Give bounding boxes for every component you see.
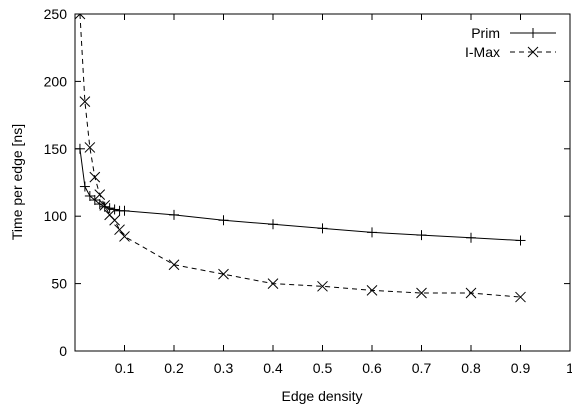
data-point-prim [109, 204, 120, 215]
data-point-i-max [515, 291, 526, 303]
data-point-i-max-d2 [94, 189, 106, 200]
legend-marker-prim [528, 28, 538, 38]
data-point-i-max-d2 [79, 96, 91, 107]
data-point-i-max-d2 [218, 268, 229, 280]
data-point-i-max-d2 [317, 280, 328, 292]
x-tick-label: 0.1 [115, 360, 135, 376]
data-point-prim [515, 235, 526, 246]
legend-marker-i-max-d2 [527, 46, 539, 58]
data-point-i-max-d2 [75, 14, 81, 20]
x-axis-label: Edge density [282, 388, 363, 404]
data-point-i-max-d2 [89, 171, 101, 183]
data-point-i-max [89, 171, 101, 183]
data-point-prim [75, 143, 85, 154]
data-point-prim [104, 203, 115, 214]
data-point-i-max-d2 [109, 214, 120, 226]
series-prim [75, 143, 526, 246]
data-point-i-max [317, 280, 328, 292]
data-point-i-max-d2 [366, 284, 378, 296]
data-point-i-max [366, 284, 378, 296]
data-point-i-max [416, 287, 427, 299]
data-point-prim [89, 195, 100, 206]
data-point-i-max [267, 278, 279, 289]
data-point-prim [268, 219, 278, 230]
data-point-i-max-d2 [416, 287, 427, 299]
data-point-i-max-d2 [84, 142, 96, 153]
data-point-i-max-d2 [515, 291, 526, 303]
x-tick-label: 0.7 [412, 360, 432, 376]
y-tick-label: 50 [51, 276, 67, 292]
data-point-i-max-d2 [114, 224, 125, 236]
data-point-i-max [218, 268, 229, 280]
data-point-prim [79, 181, 90, 192]
series-layer [75, 14, 526, 303]
plot-frame [74, 13, 571, 352]
y-tick-label: 250 [44, 6, 68, 22]
data-point-prim [416, 230, 427, 241]
x-tick-label: 1 [566, 360, 572, 376]
x-tick-label: 0.9 [511, 360, 531, 376]
y-tick-label: 0 [59, 343, 67, 359]
data-point-i-max [114, 224, 125, 236]
data-point-i-max [79, 96, 91, 107]
data-point-prim [317, 223, 328, 234]
data-point-prim [119, 205, 130, 216]
y-tick-label: 100 [44, 208, 68, 224]
data-point-i-max [94, 189, 106, 200]
x-tick-label: 0.4 [263, 360, 283, 376]
x-tick-label: 0.2 [164, 360, 184, 376]
data-point-i-max [119, 231, 130, 242]
data-point-i-max [465, 287, 477, 299]
data-point-prim [466, 232, 476, 243]
data-point-i-max [84, 142, 96, 153]
series-line-i-max [79, 14, 521, 298]
data-point-i-max [109, 214, 120, 226]
data-point-prim [367, 227, 377, 238]
data-point-i-max-d2 [168, 259, 180, 271]
y-axis-label: Time per edge [ns] [9, 124, 25, 240]
y-tick-label: 150 [44, 141, 68, 157]
data-point-i-max-d2 [267, 278, 279, 289]
data-point-prim [218, 215, 229, 226]
x-tick-label: 0.3 [214, 360, 234, 376]
series-line-prim [79, 148, 521, 241]
data-point-i-max-d2 [465, 287, 477, 299]
data-point-i-max-d2 [99, 200, 111, 211]
data-point-i-max-d1 [79, 14, 86, 20]
data-point-i-max [99, 200, 111, 211]
legend: Prim I-Max [465, 25, 556, 60]
series-i-max [75, 14, 526, 303]
data-point-prim [169, 209, 179, 220]
y-tick-label: 200 [44, 73, 68, 89]
legend-label-i-max: I-Max [465, 44, 500, 60]
data-point-i-max [168, 259, 180, 271]
x-tick-label: 0.8 [461, 360, 481, 376]
x-tick-label: 0.5 [313, 360, 333, 376]
data-point-i-max [75, 14, 86, 20]
data-point-prim [84, 190, 95, 201]
legend-marker-i-max [527, 46, 539, 58]
legend-label-prim: Prim [471, 25, 500, 41]
x-tick-label: 0.6 [362, 360, 382, 376]
data-point-i-max-d2 [119, 231, 130, 242]
data-point-i-max-d2 [104, 209, 116, 221]
axis-ticks: 0 50 100 150 200 250 0.1 0.2 0.3 0.4 0.5 0.6 0.7 0.8 0… [44, 6, 572, 376]
